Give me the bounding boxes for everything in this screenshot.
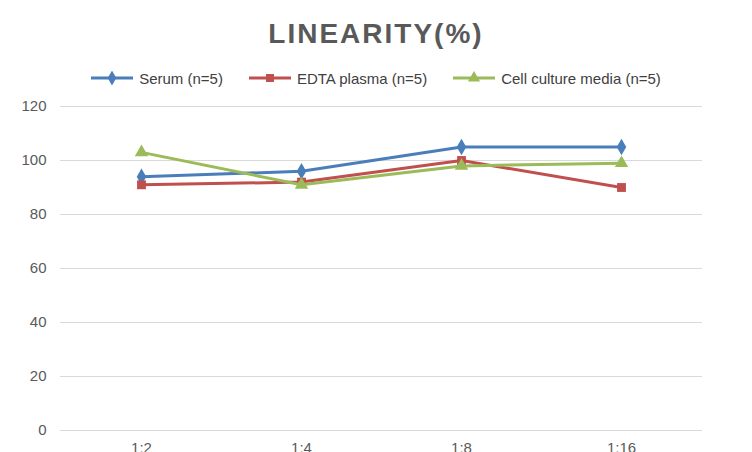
html-text:Serum (n=5): Serum (n=5) [139,69,223,87]
svg-text:0: 0 [38,421,46,438]
html-text:Cell culture media (n=5): Cell culture media (n=5) [501,69,661,87]
svg-text:1:16: 1:16 [607,439,636,452]
svg-text:60: 60 [30,259,47,276]
svg-text:40: 40 [30,313,47,330]
svg-text:1:8: 1:8 [451,439,472,452]
html-text:LINEARITY(%): LINEARITY(%) [268,18,484,49]
svg-text:20: 20 [30,367,47,384]
svg-text:120: 120 [21,97,46,114]
svg-text:80: 80 [30,205,47,222]
svg-text:1:4: 1:4 [291,439,312,452]
svg-text:1:2: 1:2 [131,439,152,452]
html-text:EDTA plasma (n=5): EDTA plasma (n=5) [297,69,428,87]
svg-text:100: 100 [21,151,46,168]
